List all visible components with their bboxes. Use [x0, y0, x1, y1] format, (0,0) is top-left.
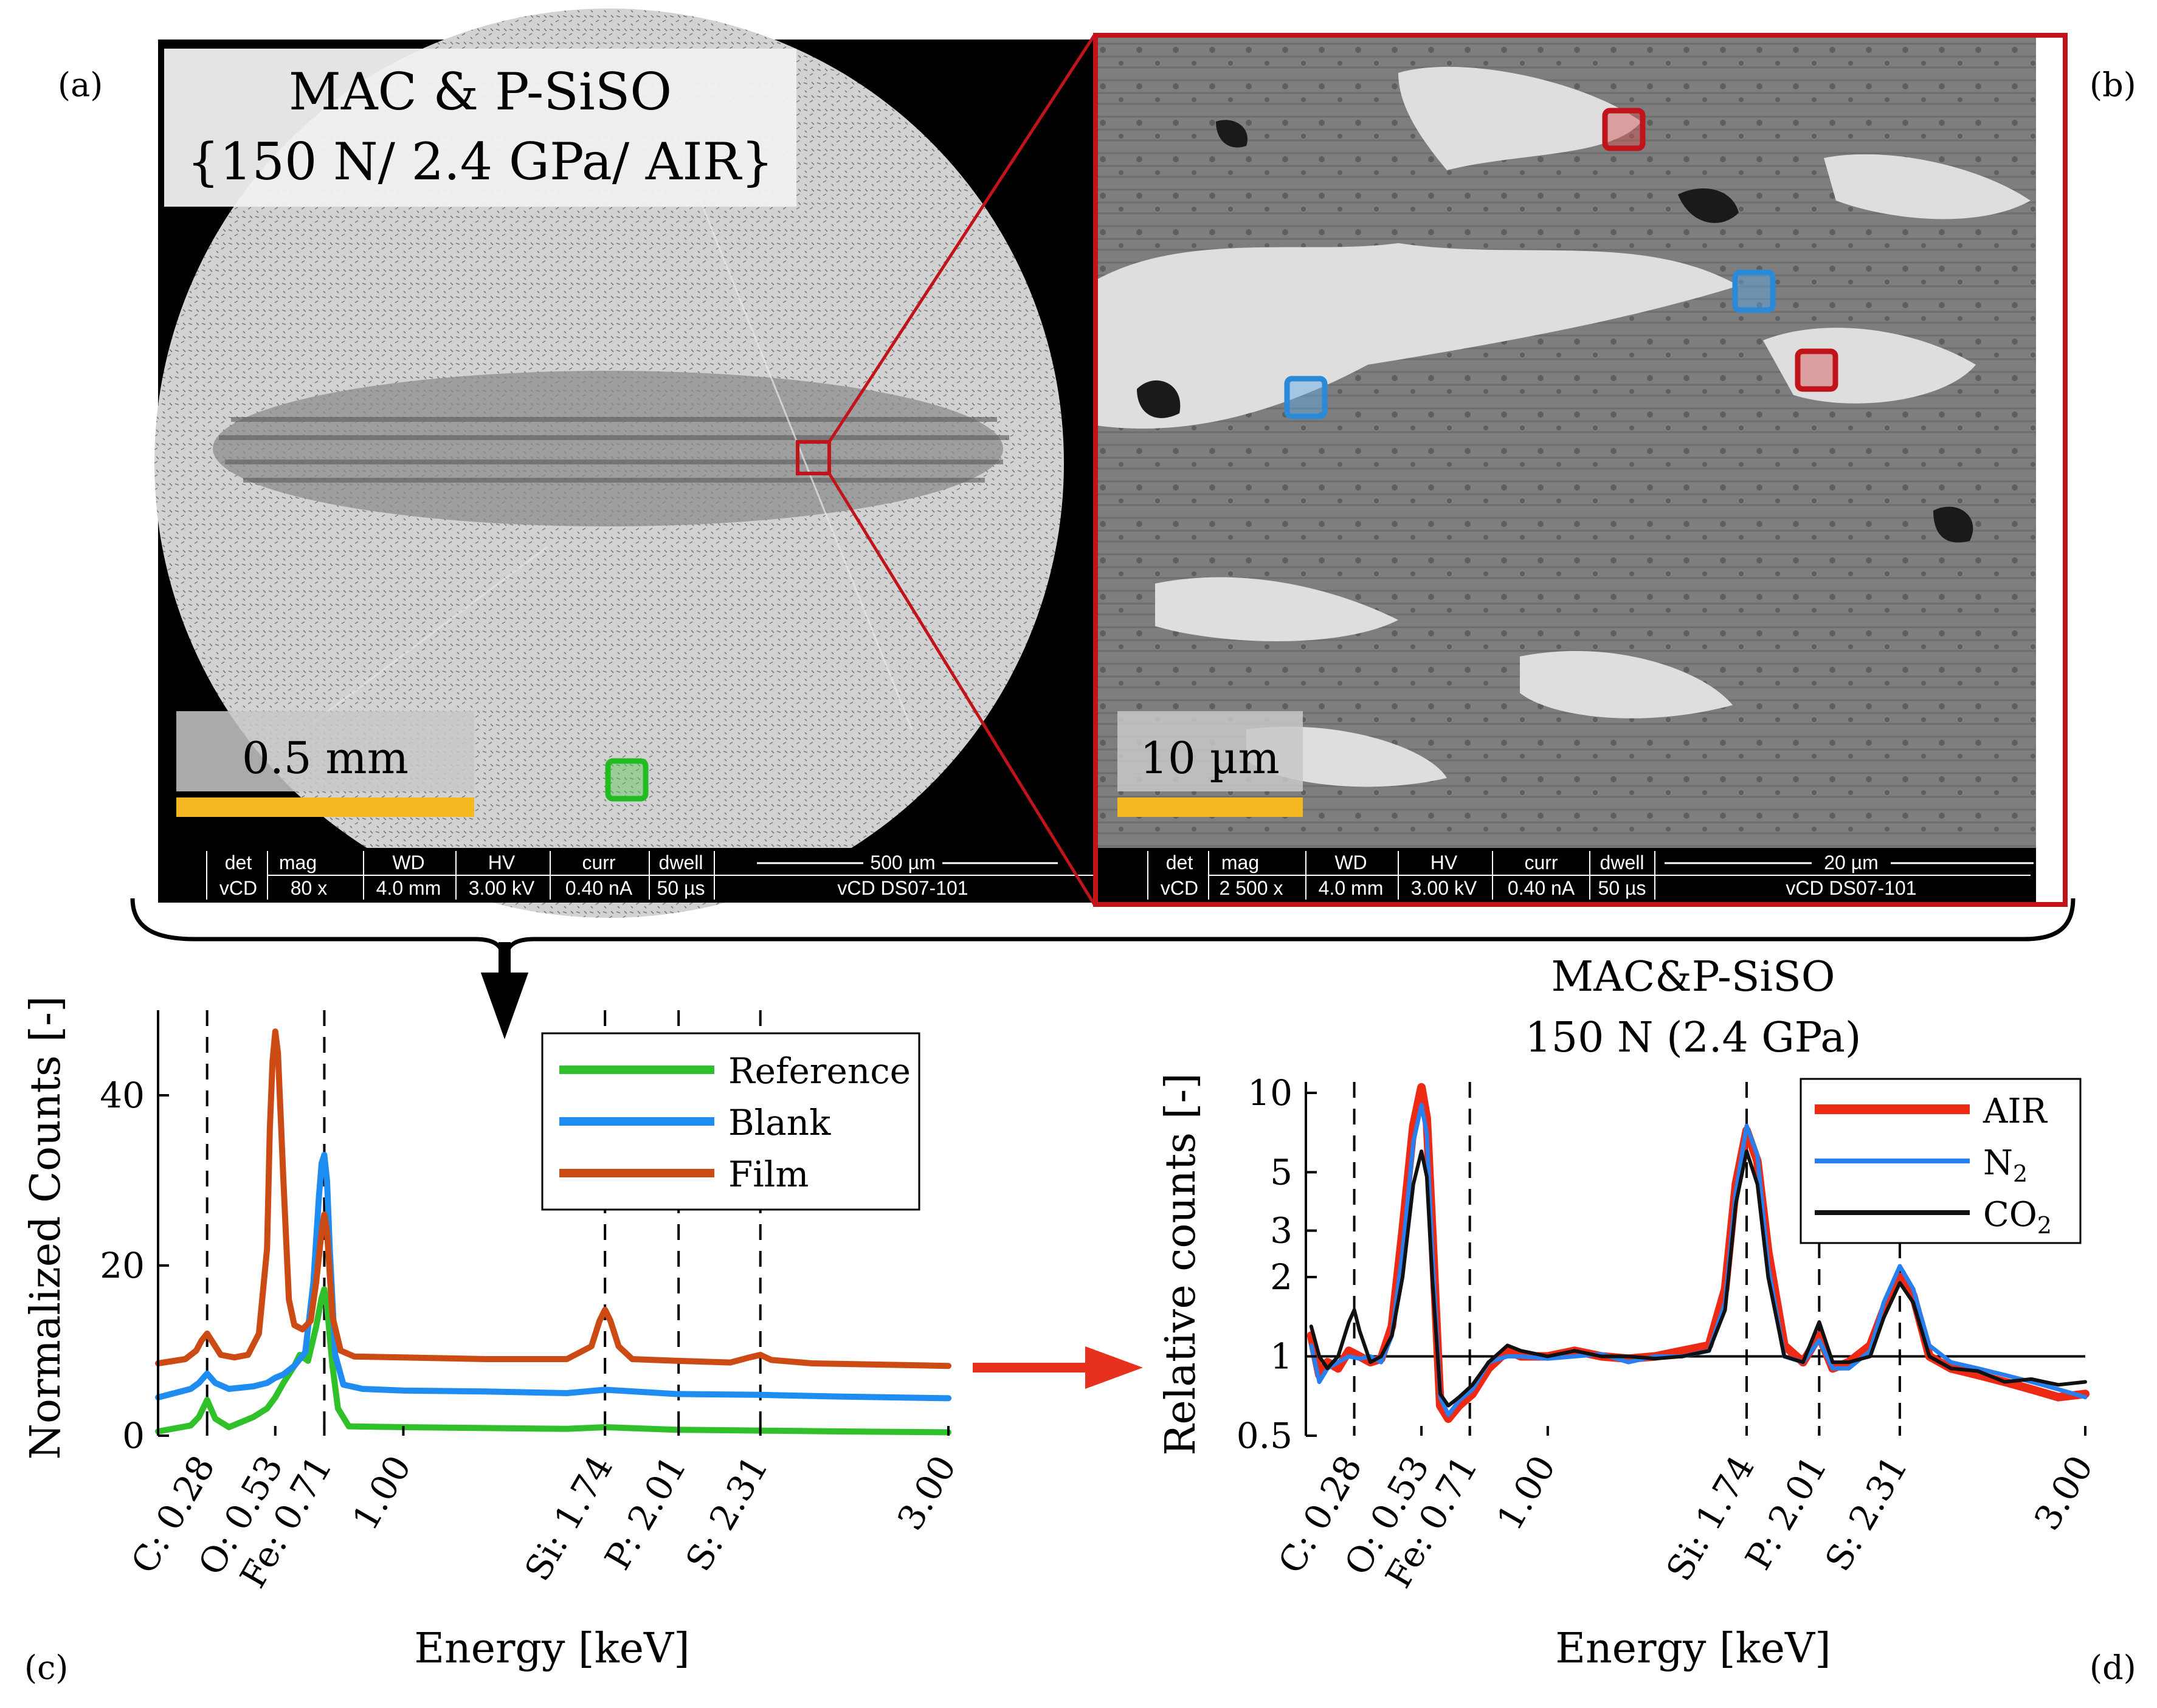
info-a-v2: 4.0 mm — [376, 877, 441, 899]
info-b-h6: 20 µm — [1824, 852, 1879, 873]
info-b-v0: vCD — [1161, 877, 1198, 899]
chart-d-ytick-label-1: 1 — [1270, 1335, 1292, 1377]
legend-d-label-2: CO2 — [1983, 1195, 2052, 1239]
info-b-v3: 3.00 kV — [1411, 877, 1477, 899]
chart-d-ytick-label-3: 3 — [1270, 1210, 1292, 1252]
info-b-v2: 4.0 mm — [1319, 877, 1384, 899]
info-a-h5: dwell — [659, 852, 703, 873]
info-a-h4: curr — [582, 852, 615, 873]
scalebar-a — [176, 797, 474, 817]
info-a-v4: 0.40 nA — [565, 877, 633, 899]
info-a-v3: 3.00 kV — [469, 877, 535, 899]
info-b-h5: dwell — [1600, 852, 1644, 873]
zoom-connector-top — [827, 34, 1096, 443]
sem-image-a: MAC & P-SiSO {150 N/ 2.4 GPa/ AIR} 0.5 m… — [154, 9, 1097, 918]
sem-a-title-line2: {150 N/ 2.4 GPa/ AIR} — [187, 132, 774, 191]
chart-d-ylabel: Relative counts [-] — [1157, 1073, 1205, 1456]
bright-region — [1097, 243, 1739, 429]
chart-c-xlabel: Energy [keV] — [414, 1625, 689, 1673]
zoom-box-a — [796, 440, 831, 475]
info-b-h2: WD — [1334, 852, 1367, 873]
chart-c-series-film — [155, 1028, 951, 1369]
info-a-v1: 80 x — [291, 877, 327, 899]
chart-d-xtick-label-4: Si: 1.74 — [1658, 1448, 1763, 1588]
chart-c-xtick-label-7: 3.00 — [889, 1448, 964, 1537]
chart-d-ytick-label-0: 0.5 — [1237, 1415, 1292, 1456]
legend-d-label-1: N2 — [1983, 1143, 2028, 1187]
panel-label-b: (b) — [2090, 66, 2136, 104]
info-a-h2: WD — [392, 852, 424, 873]
chart-c-legend: Reference Blank Film — [541, 1032, 920, 1211]
chart-d-xtick-label-3: 1.00 — [1489, 1448, 1564, 1537]
right-arrow — [973, 1346, 1143, 1389]
info-b-v1: 2 500 x — [1220, 877, 1283, 899]
zoom-connector-bottom — [827, 472, 1096, 906]
legend-d-label-0: AIR — [1983, 1092, 2048, 1131]
info-a-h3: HV — [488, 852, 516, 873]
sem-b-frame — [1093, 33, 2068, 907]
film-marker-2 — [1795, 348, 1838, 392]
info-a-h6: 500 µm — [870, 852, 935, 873]
chart-c-xtick-label-6: S: 2.31 — [677, 1448, 776, 1578]
chart-d-ytick-label-2: 2 — [1270, 1256, 1292, 1298]
chart-d-xtick-label-7: 3.00 — [2026, 1448, 2101, 1537]
sem-a-title-line1: MAC & P-SiSO — [289, 62, 672, 122]
chart-c-xtick-label-4: Si: 1.74 — [517, 1448, 621, 1588]
info-bar-b-cells: det mag WD HV curr dwell 20 µm vCD 2 500… — [1161, 852, 1917, 899]
down-arrow — [480, 942, 529, 1039]
panel-label-d: (d) — [2090, 1648, 2136, 1687]
chart-d-xlabel: Energy [keV] — [1555, 1625, 1831, 1673]
info-a-v5: 50 µs — [657, 877, 705, 899]
film-marker-1 — [1602, 108, 1646, 151]
chart-c-series-reference — [155, 1286, 951, 1436]
chart-c-ylabel: Normalized Counts [-] — [22, 996, 70, 1459]
chart-c-ytick-label-2: 40 — [100, 1075, 145, 1116]
info-b-v6: vCD DS07-101 — [1786, 877, 1916, 899]
info-bar-a-cells: det mag WD HV curr dwell 500 µm vCD 80 x… — [219, 852, 968, 899]
info-a-v0: vCD — [219, 877, 257, 899]
chart-d-ytick-label-5: 10 — [1248, 1072, 1292, 1114]
scalebar-label-box-b — [1117, 711, 1303, 791]
chart-d-subtitle: 150 N (2.4 GPa) — [1525, 1014, 1862, 1062]
legend-c-label-1: Blank — [728, 1102, 831, 1143]
info-b-h0: det — [1166, 852, 1193, 873]
legend-c-label-2: Film — [728, 1154, 809, 1195]
info-a-h0: det — [225, 852, 252, 873]
scalebar-label-b: 10 µm — [1140, 732, 1280, 783]
scalebar-b — [1117, 797, 1303, 817]
chart-c-ytick-label-0: 0 — [122, 1415, 145, 1456]
chart-d-title: MAC&P-SiSO — [1551, 953, 1835, 1001]
info-b-h4: curr — [1524, 852, 1558, 873]
reference-marker — [605, 758, 649, 802]
info-a-h1: mag — [279, 852, 317, 873]
sem-image-b: 10 µm det mag WD HV curr dwell 20 µm vCD… — [1093, 33, 2068, 907]
wear-track — [213, 371, 1003, 526]
info-b-h3: HV — [1431, 852, 1458, 873]
blank-marker-1 — [1732, 269, 1776, 313]
panel-label-a: (a) — [58, 66, 103, 104]
info-b-v5: 50 µs — [1598, 877, 1646, 899]
chart-c-ytick-label-1: 20 — [100, 1245, 145, 1286]
title-box — [164, 49, 796, 207]
chart-d-legend: AIR N2 CO2 — [1800, 1078, 2082, 1244]
chart-c-xtick-label-3: 1.00 — [344, 1448, 419, 1537]
blank-marker-2 — [1284, 376, 1328, 419]
chart-d-ytick-label-4: 5 — [1270, 1151, 1292, 1193]
legend-c-label-0: Reference — [728, 1050, 911, 1092]
chart-c-series-blank — [155, 1152, 951, 1402]
info-b-h1: mag — [1221, 852, 1259, 873]
scalebar-label-box-a — [176, 711, 474, 791]
info-b-v4: 0.40 nA — [1508, 877, 1575, 899]
panel-label-c: (c) — [24, 1648, 68, 1687]
scalebar-label-a: 0.5 mm — [242, 732, 409, 783]
chart-d-series-co2 — [1309, 1149, 2087, 1408]
info-a-v6: vCD DS07-101 — [837, 877, 968, 899]
